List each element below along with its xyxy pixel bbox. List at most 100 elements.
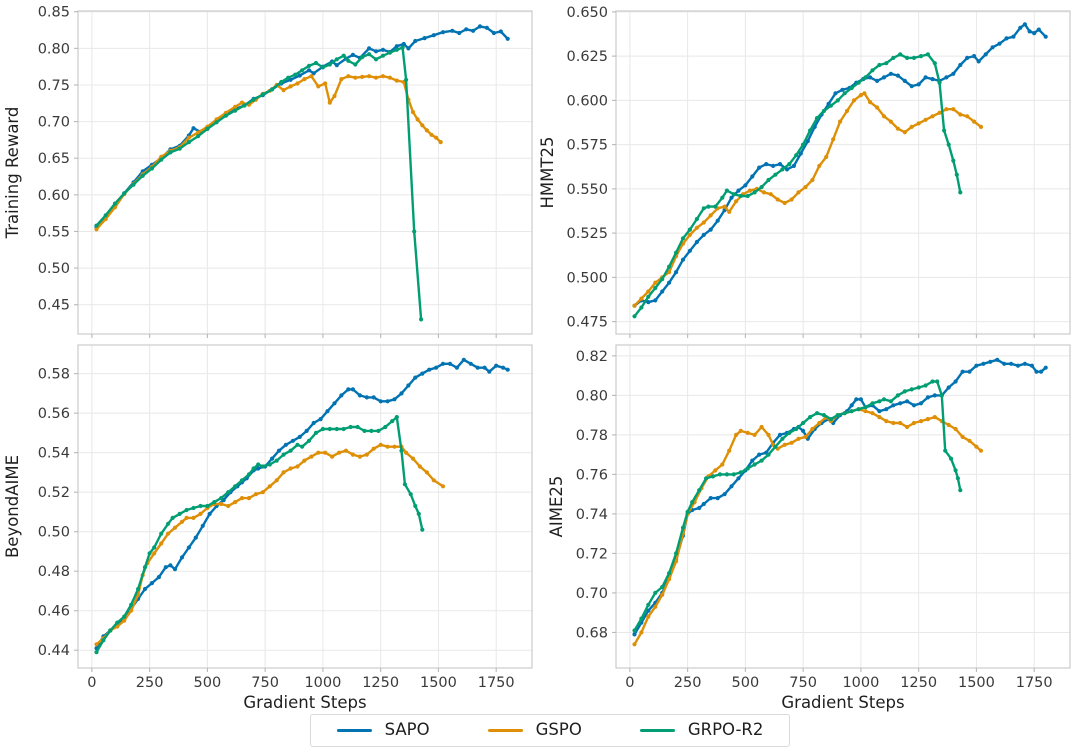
series-marker-gspo — [923, 117, 928, 122]
series-marker-grpo-r2 — [821, 108, 826, 114]
series-marker-gspo — [918, 419, 924, 424]
series-marker-grpo-r2 — [863, 405, 868, 410]
series-marker-grpo-r2 — [632, 314, 637, 319]
series-marker-gspo — [796, 436, 801, 441]
y-tick-label: 0.70 — [576, 586, 608, 602]
series-marker-sapo — [997, 41, 1002, 46]
series-marker-gspo — [281, 88, 286, 93]
y-tick-label: 0.525 — [566, 226, 608, 242]
series-marker-gspo — [410, 110, 416, 115]
series-marker-grpo-r2 — [334, 426, 339, 432]
series-marker-sapo — [932, 393, 937, 398]
series-marker-sapo — [967, 369, 972, 374]
series-marker-sapo — [877, 409, 882, 414]
series-marker-sapo — [840, 87, 845, 92]
series-marker-gspo — [198, 511, 203, 516]
series-marker-grpo-r2 — [226, 490, 231, 495]
series-marker-grpo-r2 — [706, 204, 711, 209]
series-marker-gspo — [380, 74, 386, 79]
series-marker-grpo-r2 — [353, 62, 358, 67]
series-marker-grpo-r2 — [267, 462, 272, 467]
series-marker-grpo-r2 — [149, 166, 154, 171]
series-marker-sapo — [1009, 361, 1014, 366]
series-marker-grpo-r2 — [902, 389, 907, 394]
series-marker-gspo — [410, 456, 416, 461]
series-marker-grpo-r2 — [198, 503, 203, 509]
series-marker-sapo — [708, 496, 713, 501]
series-marker-sapo — [1043, 365, 1048, 370]
x-tick-label: 1750 — [478, 675, 515, 691]
series-marker-grpo-r2 — [334, 57, 339, 62]
series-marker-sapo — [276, 448, 282, 453]
series-marker-sapo — [976, 59, 981, 64]
series-marker-sapo — [505, 36, 510, 41]
series-marker-gspo — [316, 450, 321, 455]
series-line-grpo-r2 — [95, 46, 423, 321]
y-axis-label: Training Reward — [3, 107, 22, 240]
series-marker-grpo-r2 — [780, 436, 785, 441]
y-tick-label: 0.70 — [38, 115, 70, 131]
x-tick-label: 1250 — [362, 675, 399, 691]
series-marker-grpo-r2 — [390, 419, 395, 424]
series-marker-sapo — [918, 401, 924, 406]
series-marker-gspo — [858, 93, 863, 98]
series-marker-gspo — [404, 450, 409, 455]
series-marker-gspo — [905, 424, 910, 430]
series-marker-gspo — [387, 75, 392, 80]
chart-training-reward: 0.45 0.50 0.55 0.60 0.65 0.70 0.75 0.80 0.85 Trai… — [0, 0, 540, 340]
series-marker-grpo-r2 — [122, 614, 127, 619]
series-marker-gspo — [323, 450, 328, 455]
series-marker-gspo — [965, 114, 970, 119]
series-marker-gspo — [972, 119, 977, 124]
series-marker-grpo-r2 — [394, 47, 399, 52]
series-marker-gspo — [260, 490, 265, 495]
series-marker-grpo-r2 — [300, 68, 305, 73]
y-tick-label: 0.58 — [38, 367, 70, 383]
series-marker-sapo — [364, 395, 369, 400]
series-marker-sapo — [392, 397, 397, 402]
series-marker-sapo — [297, 73, 302, 78]
y-tick-label: 0.72 — [576, 546, 608, 562]
series-marker-grpo-r2 — [958, 488, 963, 493]
series-marker-gspo — [782, 442, 787, 447]
y-axis-label: BeyondAIME — [3, 455, 22, 558]
series-marker-grpo-r2 — [863, 75, 868, 80]
series-marker-gspo — [94, 227, 99, 232]
series-marker-sapo — [687, 248, 692, 253]
series-marker-grpo-r2 — [159, 531, 164, 536]
x-tick-label: 500 — [194, 675, 222, 691]
series-marker-gspo — [803, 185, 808, 190]
series-marker-sapo — [475, 365, 480, 370]
series-marker-grpo-r2 — [842, 411, 847, 416]
series-marker-gspo — [371, 446, 376, 451]
series-marker-grpo-r2 — [122, 191, 127, 196]
series-marker-sapo — [399, 391, 404, 396]
series-marker-gspo — [895, 126, 900, 131]
series-marker-sapo — [385, 399, 390, 404]
x-tick-label: 0 — [625, 675, 634, 691]
series-marker-grpo-r2 — [402, 482, 407, 487]
series-marker-sapo — [777, 432, 783, 437]
series-marker-gspo — [727, 209, 732, 214]
series-marker-sapo — [916, 82, 921, 87]
series-line-sapo — [633, 23, 1047, 307]
series-marker-grpo-r2 — [704, 476, 709, 481]
y-tick-label: 0.48 — [38, 564, 70, 580]
series-marker-sapo — [440, 30, 446, 35]
y-tick-label: 0.50 — [38, 525, 70, 541]
series-marker-sapo — [764, 162, 769, 167]
series-marker-gspo — [789, 440, 794, 445]
series-marker-grpo-r2 — [667, 264, 672, 269]
legend-item-grpo-r2: GRPO-R2 — [639, 721, 763, 739]
series-marker-gspo — [951, 107, 956, 112]
series-marker-gspo — [343, 448, 349, 453]
series-marker-sapo — [200, 523, 205, 528]
series-marker-sapo — [757, 165, 762, 170]
series-marker-grpo-r2 — [870, 401, 875, 406]
series-marker-gspo — [888, 119, 893, 124]
series-marker-gspo — [925, 417, 930, 422]
series-marker-grpo-r2 — [313, 60, 319, 66]
series-marker-sapo — [888, 71, 893, 76]
series-marker-sapo — [930, 77, 935, 82]
series-marker-sapo — [207, 511, 212, 516]
